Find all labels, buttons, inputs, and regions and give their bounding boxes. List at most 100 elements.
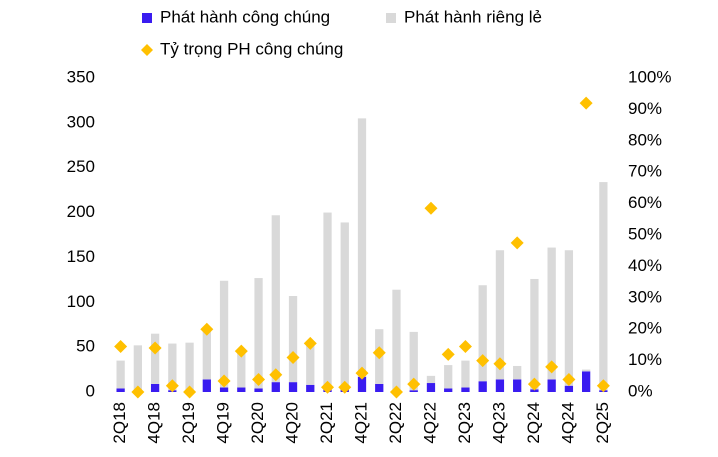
y2-tick-label: 50% bbox=[628, 224, 662, 243]
x-tick-label: 4Q23 bbox=[489, 402, 508, 444]
y2-tick-label: 100% bbox=[628, 67, 671, 86]
marker bbox=[458, 339, 472, 353]
marker bbox=[579, 96, 593, 110]
marker bbox=[596, 379, 610, 393]
bar bbox=[219, 280, 229, 388]
marker bbox=[200, 322, 214, 336]
x-tick-label: 2Q19 bbox=[179, 402, 198, 444]
bar bbox=[116, 388, 125, 392]
bar bbox=[582, 371, 591, 392]
y2-tick-label: 0% bbox=[628, 381, 653, 400]
bar bbox=[444, 388, 453, 392]
marker bbox=[217, 374, 231, 388]
bar bbox=[357, 118, 367, 377]
bar bbox=[582, 369, 591, 372]
bar bbox=[254, 278, 263, 389]
bar bbox=[547, 379, 556, 392]
x-tick-label: 4Q18 bbox=[145, 402, 164, 444]
marker bbox=[269, 368, 283, 382]
y-tick-label: 0 bbox=[86, 381, 95, 400]
marker bbox=[510, 236, 524, 250]
bar bbox=[150, 383, 160, 392]
bar bbox=[495, 250, 505, 380]
bar bbox=[168, 343, 177, 391]
bar bbox=[288, 382, 298, 392]
bar bbox=[409, 390, 418, 392]
legend-label: Tỷ trọng PH công chúng bbox=[160, 39, 343, 58]
marker bbox=[476, 354, 490, 368]
y2-tick-label: 30% bbox=[628, 287, 662, 306]
bar bbox=[237, 351, 246, 388]
bar bbox=[271, 382, 280, 392]
bar bbox=[599, 182, 608, 391]
bar bbox=[444, 365, 453, 389]
legend-marker bbox=[386, 13, 396, 23]
legend-marker bbox=[141, 44, 153, 56]
bar bbox=[495, 379, 505, 392]
bar bbox=[461, 387, 470, 392]
marker bbox=[493, 357, 507, 371]
bar bbox=[323, 212, 332, 390]
bar bbox=[254, 388, 263, 392]
bar bbox=[237, 387, 246, 392]
y2-tick-label: 70% bbox=[628, 162, 662, 181]
bar bbox=[426, 383, 436, 392]
marker bbox=[148, 341, 162, 355]
x-tick-label: 2Q22 bbox=[386, 402, 405, 444]
y2-tick-label: 10% bbox=[628, 350, 662, 369]
marker bbox=[252, 372, 266, 386]
bar bbox=[288, 296, 298, 383]
bar bbox=[564, 250, 574, 386]
bar bbox=[306, 341, 315, 385]
x-tick-label: 2Q24 bbox=[524, 402, 543, 444]
y2-tick-label: 60% bbox=[628, 193, 662, 212]
bar bbox=[530, 278, 539, 390]
x-tick-label: 4Q21 bbox=[351, 402, 370, 444]
y2-tick-label: 20% bbox=[628, 319, 662, 338]
bar bbox=[513, 379, 522, 392]
bar bbox=[116, 360, 125, 389]
bar bbox=[375, 383, 384, 392]
legend-label: Phát hành riêng lẻ bbox=[404, 7, 542, 26]
x-tick-label: 4Q22 bbox=[420, 402, 439, 444]
x-tick-label: 2Q20 bbox=[248, 402, 267, 444]
bar bbox=[202, 379, 211, 392]
y-tick-label: 250 bbox=[67, 157, 95, 176]
marker bbox=[355, 366, 369, 380]
x-tick-label: 4Q20 bbox=[283, 402, 302, 444]
y-tick-label: 300 bbox=[67, 112, 95, 131]
marker bbox=[114, 339, 128, 353]
y2-tick-label: 90% bbox=[628, 99, 662, 118]
bar bbox=[513, 365, 522, 380]
bar bbox=[150, 333, 160, 384]
x-tick-label: 2Q21 bbox=[317, 402, 336, 444]
bar bbox=[357, 376, 367, 392]
bar bbox=[530, 389, 539, 392]
marker bbox=[545, 360, 559, 374]
bar bbox=[271, 215, 280, 383]
x-tick-label: 2Q25 bbox=[593, 402, 612, 444]
marker bbox=[286, 350, 300, 364]
x-tick-label: 4Q24 bbox=[558, 402, 577, 444]
bar bbox=[392, 289, 401, 392]
bar bbox=[478, 285, 487, 382]
marker bbox=[165, 379, 179, 393]
legend-label: Phát hành công chúng bbox=[160, 7, 330, 26]
bar bbox=[461, 360, 470, 388]
marker bbox=[441, 347, 455, 361]
marker bbox=[527, 377, 541, 391]
marker bbox=[338, 380, 352, 394]
y2-tick-label: 80% bbox=[628, 130, 662, 149]
bar bbox=[547, 247, 556, 380]
marker bbox=[562, 372, 576, 386]
bar bbox=[478, 381, 487, 392]
bar bbox=[185, 342, 194, 392]
x-tick-label: 4Q19 bbox=[214, 402, 233, 444]
marker bbox=[424, 201, 438, 215]
marker bbox=[389, 385, 403, 399]
y-tick-label: 100 bbox=[67, 292, 95, 311]
bar bbox=[409, 331, 418, 391]
x-tick-label: 2Q18 bbox=[110, 402, 129, 444]
bar bbox=[202, 329, 211, 380]
